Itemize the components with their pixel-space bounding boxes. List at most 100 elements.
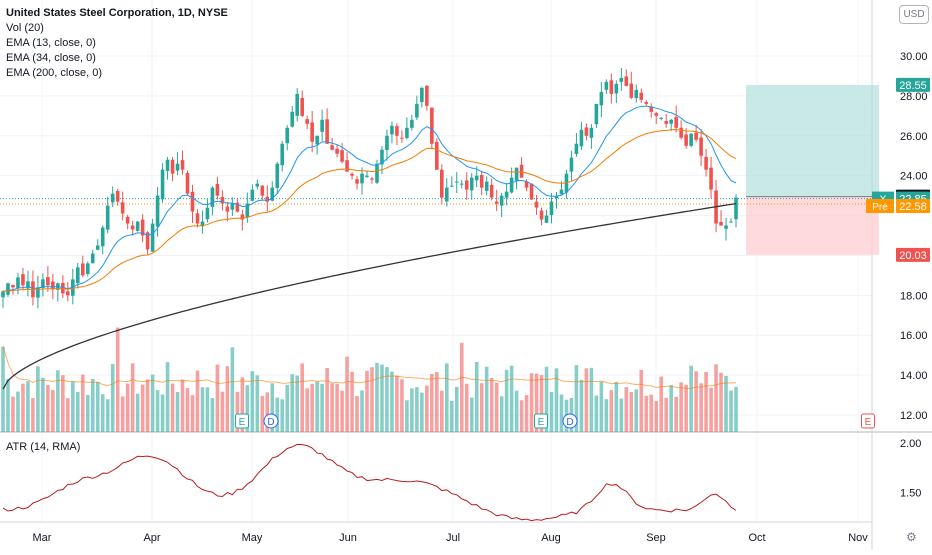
price-tick-label: 14.00 xyxy=(900,370,928,382)
volume-bar xyxy=(449,400,454,432)
candle-body xyxy=(125,216,130,224)
symbol-title[interactable]: United States Steel Corporation, 1D, NYS… xyxy=(6,7,228,19)
candle-body xyxy=(584,127,589,136)
volume-bar xyxy=(115,327,120,432)
volume-bar xyxy=(609,390,614,432)
candle-body xyxy=(320,119,324,132)
candle-body xyxy=(649,106,654,112)
volume-bar xyxy=(355,395,359,432)
ema34-label[interactable]: EMA (34, close, 0) xyxy=(6,52,96,64)
candle-body xyxy=(390,125,394,135)
volume-bar xyxy=(634,389,639,432)
volume-bar xyxy=(579,379,584,432)
candle-body xyxy=(484,181,489,191)
time-tick-label: Jul xyxy=(446,532,460,544)
volume-bar xyxy=(430,374,434,432)
volume-bar xyxy=(200,387,205,432)
candle-body xyxy=(459,183,464,185)
candle-body xyxy=(639,92,644,100)
volume-bar xyxy=(494,382,499,432)
candle-body xyxy=(51,281,55,290)
volume-bar xyxy=(709,387,713,432)
volume-bar xyxy=(599,381,604,432)
candle-body xyxy=(614,83,619,94)
ema200-label[interactable]: EMA (200, close, 0) xyxy=(6,67,102,79)
volume-bar xyxy=(210,398,215,432)
candle-body xyxy=(370,178,374,180)
volume-bar xyxy=(105,399,110,432)
price-tick-label: 16.00 xyxy=(900,330,928,342)
candle-body xyxy=(634,89,639,99)
candle-body xyxy=(295,93,299,116)
volume-bar xyxy=(604,399,609,432)
volume-bar xyxy=(654,401,659,432)
price-label-text: 22.58 xyxy=(899,201,927,213)
candle-body xyxy=(290,111,295,127)
candle-body xyxy=(694,132,698,140)
volume-bar xyxy=(275,397,280,432)
volume-bar xyxy=(554,368,559,432)
volume-bar xyxy=(365,370,369,432)
volume-bar xyxy=(320,383,324,432)
volume-bar xyxy=(295,375,299,432)
volume-bar xyxy=(330,383,334,432)
volume-bar xyxy=(380,364,384,432)
volume-bar xyxy=(165,362,170,432)
candle-body xyxy=(180,160,185,170)
volume-bar xyxy=(619,398,624,432)
candle-body xyxy=(120,202,125,214)
ema13-label[interactable]: EMA (13, close, 0) xyxy=(6,37,96,49)
volume-bar xyxy=(235,391,240,432)
volume-bar xyxy=(240,377,245,432)
volume-bar xyxy=(400,379,404,432)
volume-bar xyxy=(175,391,180,432)
candle-body xyxy=(350,173,354,176)
price-tag-text: Pre xyxy=(872,202,888,213)
volume-bar xyxy=(170,383,175,432)
time-tick-label: Sep xyxy=(646,532,666,544)
candles xyxy=(1,67,738,309)
volume-bar xyxy=(509,365,514,432)
candle-body xyxy=(345,160,349,172)
candle-body xyxy=(285,127,290,144)
volume-bar xyxy=(300,363,304,432)
volume-bar xyxy=(215,364,220,432)
candle-body xyxy=(365,175,369,177)
candle-body xyxy=(385,135,389,151)
candle-body xyxy=(644,101,649,104)
volume-bar xyxy=(629,392,634,432)
price-label-text: 20.03 xyxy=(899,250,927,262)
candle-body xyxy=(145,232,150,250)
volume-bar xyxy=(435,372,439,432)
candle-body xyxy=(689,133,693,146)
vol-label[interactable]: Vol (20) xyxy=(6,22,44,34)
candle-body xyxy=(624,76,629,86)
atr-tick-label: 1.50 xyxy=(900,487,921,499)
candle-body xyxy=(524,181,529,188)
volume-bar xyxy=(469,397,474,432)
candle-body xyxy=(440,169,444,198)
volume-bar xyxy=(185,388,190,432)
volume-bar xyxy=(245,385,250,432)
ema-lines xyxy=(2,105,737,390)
currency-button[interactable]: USD xyxy=(899,5,929,24)
volume-bar xyxy=(110,364,115,432)
candle-body xyxy=(504,191,509,198)
candle-body xyxy=(315,135,319,145)
candle-body xyxy=(165,159,170,171)
candle-body xyxy=(420,87,424,103)
candle-body xyxy=(220,196,225,204)
volume-bar xyxy=(75,391,80,432)
candle-body xyxy=(140,219,145,236)
atr-label[interactable]: ATR (14, RMA) xyxy=(6,441,81,453)
candle-body xyxy=(340,150,344,162)
candle-body xyxy=(514,167,519,181)
volume-bar xyxy=(549,392,554,432)
volume-bar xyxy=(190,395,195,432)
gear-icon[interactable]: ⚙ xyxy=(906,530,917,544)
volume-bar xyxy=(31,398,35,432)
candle-body xyxy=(734,197,738,220)
chart-legend: United States Steel Corporation, 1D, NYS… xyxy=(6,6,228,81)
volume-bar xyxy=(639,369,644,432)
